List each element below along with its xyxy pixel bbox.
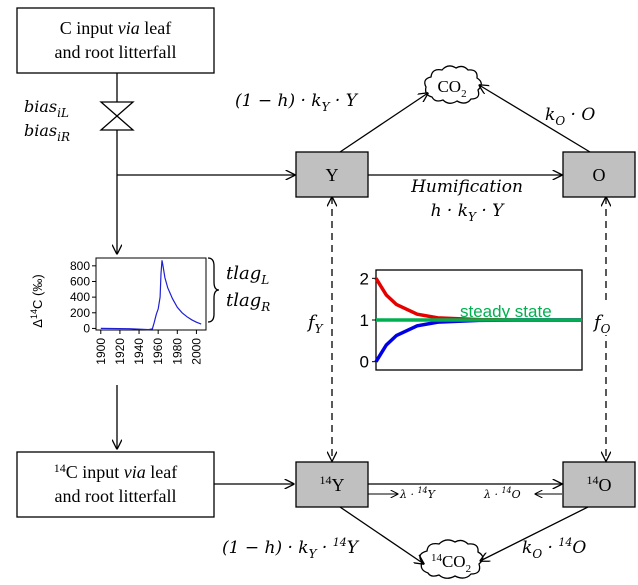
curly-brace-icon	[207, 257, 220, 323]
ss-y-tick-label: 2	[360, 269, 369, 288]
valve-icon	[99, 101, 135, 131]
atm-y-tick-label: 800	[70, 259, 90, 273]
atm-x-tick-label: 1940	[132, 338, 146, 365]
humification-label: Humification	[410, 177, 523, 197]
cloud-icon	[424, 65, 482, 104]
atm-x-tick-label: 1980	[170, 338, 184, 365]
c14-input-box: 14C input via leaf and root litterfall	[16, 451, 215, 518]
co2-top-label: CO2	[437, 77, 466, 100]
atm-y-tick-label: 400	[70, 290, 90, 304]
atm-y-tick-label: 200	[70, 306, 90, 320]
y-respiration-arrow	[339, 93, 428, 153]
o-respiration-formula: kO · O	[545, 105, 595, 128]
atm-chart-frame	[95, 257, 207, 331]
steady-state-inset: 0 1 2	[360, 269, 583, 372]
co2-bottom-label: 14CO2	[431, 552, 471, 575]
c14-input-line1: 14C input via leaf	[54, 461, 178, 482]
14o-respiration-formula: kO · 14O	[522, 536, 586, 561]
atm-x-tick-label: 2000	[189, 338, 203, 365]
14y-decay-label: λ · 14Y	[399, 486, 437, 501]
tlag-r-label: tlagR	[226, 290, 270, 314]
atm-x-tick-label: 1960	[151, 338, 165, 365]
14o-decay-label: λ · 14O	[483, 486, 521, 501]
14o-respiration-arrow	[480, 506, 589, 561]
bias-ir-label: biasiR	[24, 121, 70, 144]
c-input-line2: and root litterfall	[55, 42, 177, 62]
pool-14y: 14Y	[295, 461, 369, 508]
steady-state-label: steady state	[460, 302, 552, 321]
humification-formula: h · kY · Y	[431, 201, 506, 224]
atm-y-tick-label: 600	[70, 274, 90, 288]
ss-y-tick-label: 1	[360, 311, 369, 330]
pool-o-label: O	[593, 165, 606, 185]
atm-x-tick-label: 1920	[113, 338, 127, 365]
o-respiration-arrow	[479, 85, 591, 153]
pool-o: O	[562, 151, 636, 198]
bias-il-label: biasiL	[24, 97, 69, 120]
pool-14o-label: 14O	[587, 473, 612, 495]
atm-d14c-series-line	[100, 260, 202, 331]
c-input-box: C input via leaf and root litterfall	[16, 7, 215, 74]
atm-y-tick-label: 0	[83, 321, 90, 335]
14y-respiration-arrow	[339, 506, 424, 564]
pool-14y-label: 14Y	[320, 473, 345, 495]
tlag-l-label: tlagL	[226, 263, 269, 287]
atm-x-tick-label: 1900	[94, 338, 108, 365]
pool-y-label: Y	[326, 165, 339, 185]
14y-respiration-formula: (1 − h) · kY · 14Y	[222, 536, 360, 561]
y-respiration-formula: (1 − h) · kY · Y	[235, 91, 359, 114]
ss-y-tick-label: 0	[360, 353, 369, 372]
pool-y: Y	[295, 151, 369, 198]
cloud-icon	[419, 539, 484, 579]
c14-input-line2: and root litterfall	[55, 486, 177, 506]
pool-14o: 14O	[562, 461, 636, 508]
atm-chart-ylabel: Δ14C (‰)	[29, 274, 45, 327]
c-input-line1: C input via leaf	[60, 18, 172, 38]
